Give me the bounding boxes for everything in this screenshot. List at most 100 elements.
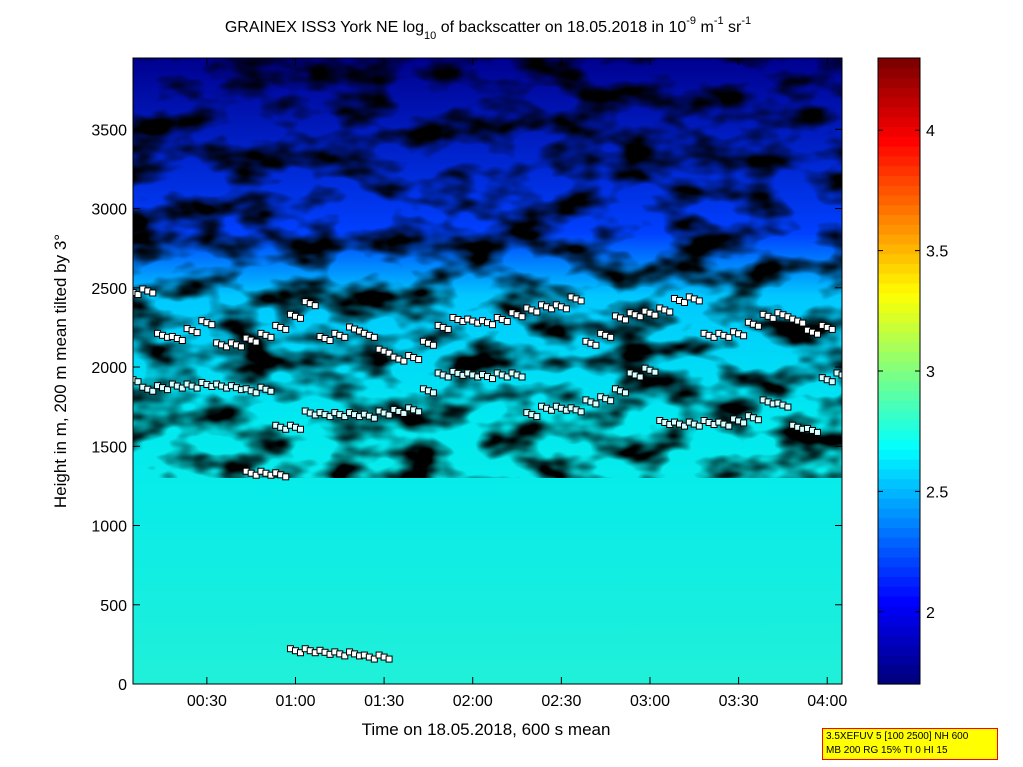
x-tick-label: 03:00 [630, 693, 670, 710]
title-sup2: -1 [714, 15, 724, 27]
colorbar-cell [878, 664, 920, 675]
layer-2-marker [828, 378, 836, 386]
layer-3-marker [296, 649, 304, 657]
colorbar-cell [878, 282, 920, 294]
svg-text:GRAINEX ISS3 York NE log10 of: GRAINEX ISS3 York NE log10 of backscatte… [225, 15, 751, 42]
colorbar-cell [878, 459, 920, 470]
layer-3-marker [769, 314, 777, 322]
layer-1-marker [385, 349, 393, 357]
colorbar-cell [878, 204, 920, 216]
layer-1-marker [149, 289, 157, 297]
x-tick-label: 02:00 [453, 693, 493, 710]
layer-2-marker [267, 387, 275, 395]
y-tick-label: 2000 [91, 360, 127, 377]
colorbar-cell [878, 400, 920, 411]
colorbar-cell [878, 644, 920, 656]
layer-2-marker [444, 373, 452, 381]
layer-3-marker [282, 473, 290, 481]
y-tick-label: 3000 [91, 202, 127, 219]
colorbar-cell [878, 185, 920, 196]
title-sup3: -1 [741, 15, 751, 27]
layer-2-marker [489, 375, 496, 383]
layer-3-marker [828, 325, 836, 333]
colorbar-cell [878, 390, 920, 401]
layer-1-marker [444, 325, 452, 333]
title-unit2: sr [724, 19, 742, 36]
layer-2-marker [415, 408, 423, 416]
colorbar-cell [878, 635, 920, 646]
layer-1-marker [282, 325, 290, 333]
x-tick-label: 00:30 [187, 693, 227, 710]
layer-3-marker [621, 316, 629, 324]
colorbar-cell [878, 106, 920, 118]
layer-2-marker [533, 413, 541, 421]
colorbar-cell [878, 116, 920, 128]
colorbar-cells [878, 58, 920, 685]
colorbar-cell [878, 537, 920, 548]
colorbar-cell [878, 468, 920, 480]
layer-1-marker [267, 333, 275, 341]
layer-3-marker [252, 471, 260, 479]
layer-1-marker [326, 337, 334, 345]
x-axis: 00:30 01:00 01:30 02:00 02:30 03:00 03:30 04:00 [187, 58, 847, 710]
layer-1-marker [533, 308, 541, 316]
colorbar-cell [878, 605, 920, 617]
colorbar-cell [878, 67, 920, 79]
layer-3-marker [385, 655, 393, 663]
layer-3-marker [548, 305, 556, 313]
colorbar-tick-label: 2 [926, 605, 935, 622]
colorbar-cell [878, 273, 920, 284]
colorbar-cell [878, 322, 920, 333]
layer-2-marker [400, 409, 408, 417]
colorbar-cell [878, 654, 920, 666]
colorbar-cell [878, 361, 920, 372]
y-tick-label: 0 [118, 677, 127, 694]
colorbar-cell [878, 312, 920, 323]
colorbar-cell [878, 566, 920, 578]
colorbar-cell [878, 97, 920, 108]
layer-3-marker [341, 652, 349, 660]
x-tick-label: 02:30 [541, 693, 581, 710]
layer-2-marker [740, 419, 748, 427]
colorbar-cell [878, 449, 920, 460]
layer-3-marker [636, 313, 644, 321]
layer-2-marker [326, 413, 334, 421]
layer-2-marker [385, 411, 393, 419]
title-sup1: -9 [686, 15, 696, 27]
y-tick-label: 1000 [91, 519, 127, 536]
layer-2-marker [193, 384, 201, 392]
layer-1-marker [415, 356, 423, 364]
layer-2-marker [813, 428, 821, 436]
layer-3-marker [695, 297, 703, 305]
backscatter-texture [133, 58, 842, 478]
layer-1-marker [311, 302, 319, 310]
colorbar-cell [878, 517, 920, 529]
layer-2-marker [518, 373, 526, 381]
colorbar: 2 2.5 3 3.5 4 [877, 57, 948, 685]
layer-3-marker [666, 308, 674, 316]
colorbar-cell [878, 243, 920, 255]
title-unit1: m [696, 19, 714, 36]
layer-1-marker [503, 317, 511, 325]
layer-2-marker [548, 406, 556, 414]
colorbar-cell [878, 87, 920, 98]
layer-2-marker [838, 371, 842, 379]
colorbar-tick-label: 3.5 [926, 244, 948, 261]
layer-2-marker [429, 389, 437, 397]
layer-1-marker [296, 314, 304, 322]
colorbar-cell [878, 674, 920, 685]
colorbar-cell [878, 507, 920, 519]
layer-2-marker [341, 413, 349, 421]
colorbar-cell [878, 194, 920, 206]
layer-1-marker [134, 291, 142, 299]
colorbar-cell [878, 341, 920, 353]
colorbar-cell [878, 214, 920, 225]
plot-frame [132, 57, 843, 685]
layer-2-marker [503, 373, 511, 381]
layer-3-marker [607, 333, 615, 341]
layer-2-marker [725, 422, 733, 430]
layer-3-marker [651, 311, 659, 319]
colorbar-tick-label: 3 [926, 364, 935, 381]
layer-2-marker [607, 397, 615, 405]
colorbar-cell [878, 331, 920, 343]
